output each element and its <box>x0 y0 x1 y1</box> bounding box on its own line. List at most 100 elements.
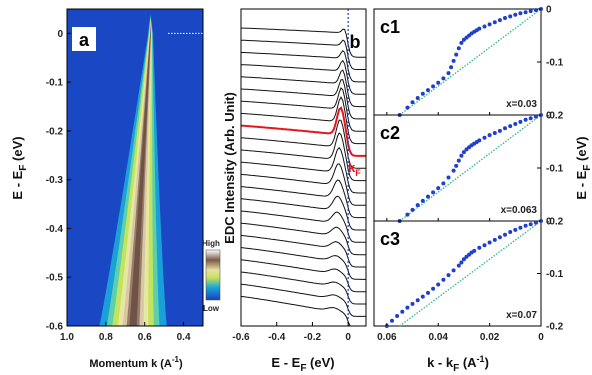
y-tick-label-a: -0.2 <box>46 126 64 137</box>
data-point <box>451 58 456 63</box>
data-point <box>508 124 513 129</box>
data-point <box>431 84 436 89</box>
data-point <box>420 294 425 299</box>
data-point <box>415 203 420 208</box>
data-point <box>436 186 441 191</box>
data-point <box>441 181 446 186</box>
edc-curve <box>241 119 366 169</box>
reference-line <box>399 220 542 327</box>
doping-label: x=0.07 <box>506 310 537 321</box>
y-tick-label-c: -0.2 <box>546 111 564 122</box>
doping-label: x=0.063 <box>501 205 538 216</box>
data-point <box>513 12 518 17</box>
panel-a-spectrum: a 0-0.1-0.2-0.3-0.4-0.5-0.61.0 0.8 0.6 0.4 … <box>10 8 221 370</box>
y-tick-label-a: -0.5 <box>46 273 64 284</box>
data-point <box>420 198 425 203</box>
svg-text:k - kF (A-1): k - kF (A-1) <box>427 354 489 374</box>
panel-label: c2 <box>380 123 400 143</box>
svg-text:E - EF (eV): E - EF (eV) <box>574 136 592 199</box>
svg-text:E - EF (eV): E - EF (eV) <box>271 355 334 374</box>
edc-curve <box>241 295 351 326</box>
edc-curve <box>241 59 366 95</box>
data-point <box>426 88 430 93</box>
data-point <box>508 14 513 19</box>
edc-curve-kf <box>241 106 366 157</box>
data-point <box>482 243 487 248</box>
data-point <box>431 286 436 291</box>
data-point <box>503 126 507 131</box>
x-tick-label-a: 0.8 <box>99 332 113 343</box>
data-point <box>456 263 461 268</box>
data-point <box>487 22 492 27</box>
panel-label: c3 <box>380 229 400 249</box>
colorbar-low-label: Low <box>203 304 220 313</box>
data-point <box>441 277 446 282</box>
data-point <box>415 298 420 303</box>
data-point <box>492 131 497 135</box>
y-tick-label-c: -0.1 <box>546 58 564 69</box>
data-point <box>482 24 487 29</box>
data-point <box>454 52 459 57</box>
heatmap-image <box>67 9 203 326</box>
edc-curve <box>241 259 366 293</box>
svg-text:E - EF (eV): E - EF (eV) <box>10 136 29 199</box>
panel-c-dispersions: c1 x=0.03 0 -0.1 -0.2 c2 x=0.063 0 -0.1 -0.2 c3 x=0… <box>373 5 592 374</box>
data-point <box>436 80 441 85</box>
data-point <box>410 301 415 306</box>
data-point <box>446 273 451 278</box>
y-tick-label-c: -0.2 <box>546 217 564 228</box>
x-axis-label-b: E - EF (eV) <box>271 355 334 374</box>
data-point <box>533 220 538 225</box>
data-point <box>451 268 456 273</box>
data-point <box>461 257 466 262</box>
data-point <box>477 26 482 31</box>
data-point <box>528 222 533 227</box>
data-point <box>528 9 533 14</box>
edc-curve <box>241 163 366 206</box>
y-tick-label-c: -0.1 <box>546 164 564 175</box>
data-point <box>497 128 502 133</box>
edc-curve <box>241 283 366 317</box>
x-tick-label-b: -0.2 <box>304 332 322 343</box>
edc-curve <box>241 39 366 70</box>
y-tick-label-c: -0.1 <box>546 269 564 280</box>
y-tick-label-c: 0 <box>546 5 552 16</box>
y-tick-label-a: -0.6 <box>46 322 64 333</box>
heatmap-band <box>122 21 152 326</box>
data-point <box>431 190 436 195</box>
data-point <box>528 116 533 121</box>
reference-line <box>399 8 542 116</box>
edc-curve <box>241 195 366 231</box>
edc-curve <box>241 222 366 256</box>
data-point <box>420 91 425 96</box>
data-point <box>503 232 507 237</box>
data-point <box>410 207 415 212</box>
panel-a-label-bg <box>72 27 96 51</box>
x-tick-label-c: 0 <box>538 332 544 343</box>
data-point <box>456 158 461 163</box>
data-point <box>456 46 461 51</box>
data-point <box>523 117 528 122</box>
data-point <box>461 150 466 155</box>
data-point <box>503 16 507 20</box>
edc-curve <box>241 210 366 243</box>
data-point <box>533 114 538 119</box>
x-tick-label-a: 0.6 <box>138 332 152 343</box>
data-point <box>492 20 497 25</box>
y-axis-label-b: EDC Intensity (Arb. Unit) <box>222 92 237 244</box>
data-point <box>477 138 482 143</box>
data-point <box>405 105 410 110</box>
data-point <box>390 318 394 323</box>
data-point <box>487 240 492 245</box>
panel-c-plots: c1 x=0.03 0 -0.1 -0.2 c2 x=0.063 0 -0.1 -0.2 c3 x=0… <box>373 5 564 343</box>
data-point <box>405 212 410 217</box>
edc-curve <box>241 79 366 120</box>
edc-curve <box>241 179 366 219</box>
data-point <box>477 245 482 250</box>
data-point <box>459 40 464 45</box>
svg-text:kF: kF <box>348 160 361 178</box>
data-point <box>513 227 518 232</box>
heatmap-band <box>126 23 151 326</box>
data-point <box>482 135 487 140</box>
data-point <box>472 248 477 253</box>
